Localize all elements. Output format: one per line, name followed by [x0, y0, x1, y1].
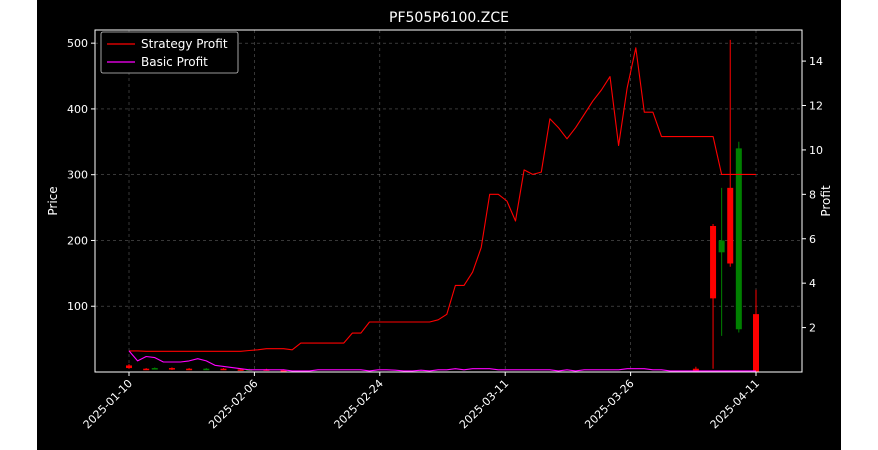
candle-body: [126, 365, 132, 369]
candle-body: [718, 240, 725, 253]
y-axis-label-left: Price: [46, 186, 60, 215]
legend-box: [100, 31, 239, 74]
y-left-tick-label: 200: [67, 234, 88, 247]
candle-body: [692, 368, 699, 372]
candle-body: [710, 225, 717, 299]
candle-body: [203, 368, 210, 371]
x-tick-label: 2025-03-26: [582, 377, 636, 431]
candle-body: [143, 368, 150, 371]
candle-body: [151, 368, 158, 370]
y-right-tick-label: 4: [809, 277, 816, 290]
y-left-tick-label: 500: [67, 37, 88, 50]
candle-body: [753, 314, 759, 372]
x-tick-label: 2025-04-11: [708, 377, 762, 431]
y-right-tick-label: 12: [809, 100, 823, 113]
chart-title: PF505P6100.ZCE: [389, 10, 509, 26]
y-left-tick-label: 300: [67, 169, 88, 182]
plot-frame: [94, 29, 803, 373]
legend-strategy-label: Strategy Profit: [141, 37, 228, 51]
chart-figure: PF505P6100.ZCE 2025-01-10 2025-02-06 2025-…: [37, 0, 841, 450]
y-axis-label-right: Profit: [819, 185, 833, 217]
strategy-profit-line: [129, 47, 756, 352]
y-right-tick-label: 14: [809, 55, 823, 68]
candle-body: [220, 368, 227, 371]
y-right-tick-label: 6: [809, 233, 816, 246]
candle-body: [168, 368, 175, 370]
candle-body: [735, 148, 742, 330]
basic-profit-line: [128, 350, 756, 372]
candle-body: [280, 370, 287, 372]
x-tick-label: 2025-02-06: [206, 377, 260, 431]
candle-body: [727, 187, 734, 264]
x-tick-label: 2025-01-10: [81, 377, 135, 431]
legend-basic-label: Basic Profit: [141, 55, 208, 69]
x-tick-label: 2025-02-24: [332, 377, 386, 431]
y-right-tick-label: 2: [809, 322, 816, 335]
candle-body: [237, 369, 244, 371]
y-left-tick-label: 100: [67, 300, 88, 313]
x-tick-label: 2025-03-11: [457, 377, 511, 431]
y-right-tick-label: 10: [809, 144, 823, 157]
grid: [95, 30, 802, 372]
chart-svg: PF505P6100.ZCE 2025-01-10 2025-02-06 2025-…: [46, 10, 833, 431]
candlesticks: [126, 39, 759, 372]
y-left-tick-label: 400: [67, 103, 88, 116]
legend: Strategy Profit Basic Profit: [100, 31, 239, 74]
y-right-tick-label: 8: [809, 188, 816, 201]
series-lines: [128, 47, 756, 372]
candle-body: [186, 368, 193, 371]
